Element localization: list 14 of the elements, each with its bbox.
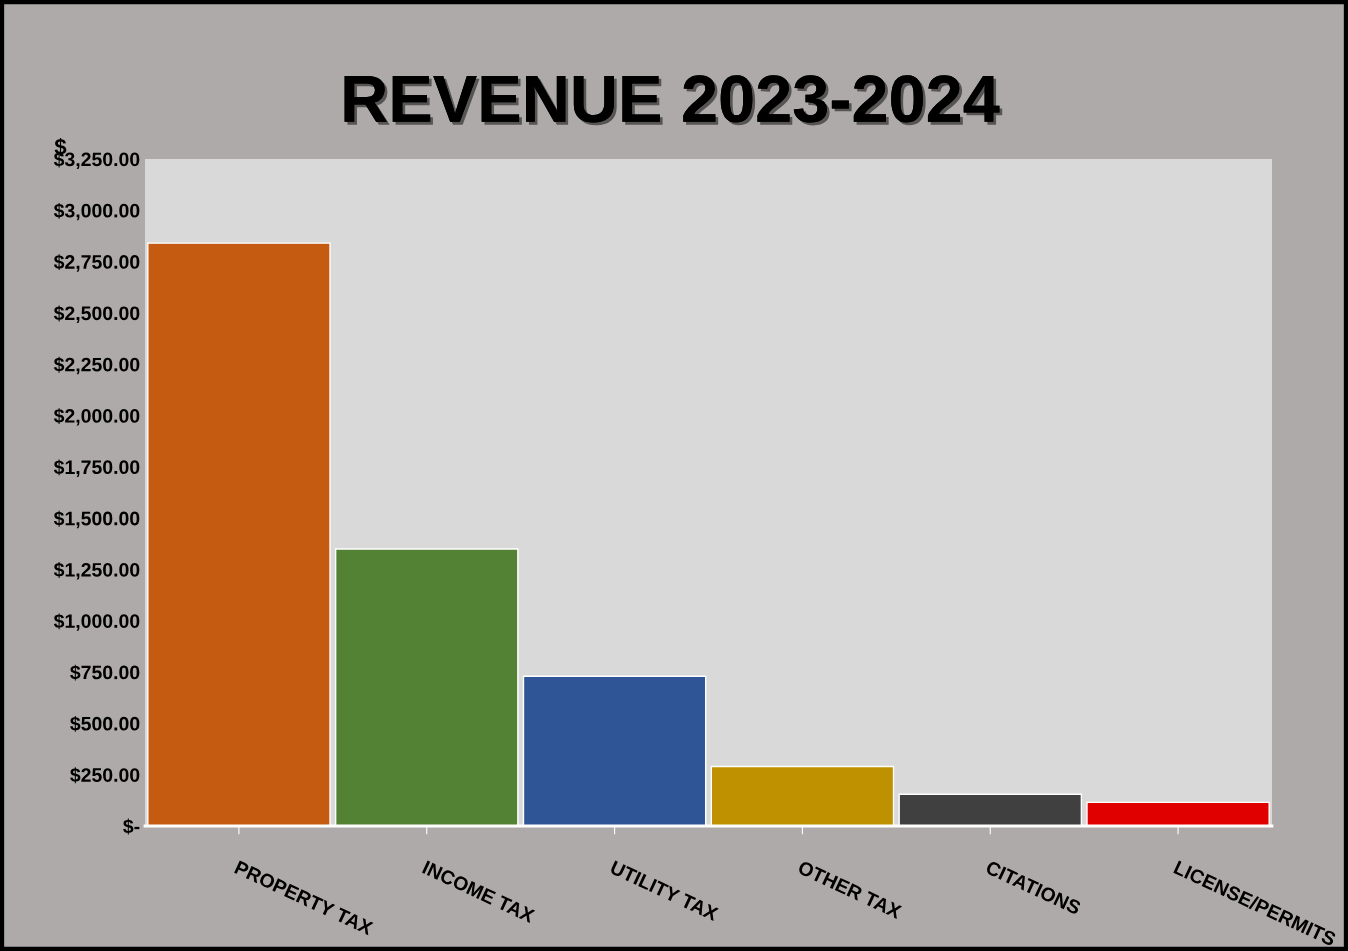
y-tick-label: $2,000.00 [53,408,140,426]
y-tick-label: $2,750.00 [53,254,140,272]
y-tick-label: $1,000.00 [53,613,140,631]
y-tick-label: $1,750.00 [53,459,140,477]
y-tick-label: $500.00 [70,716,140,732]
y-tick-label: $1,500.00 [53,510,140,529]
y-tick-label: $2,500.00 [53,305,140,323]
chart-title: REVENUE 2023-2024 [344,75,1003,126]
y-tick-label: $1,250.00 [53,562,140,580]
y-tick-label: $3,000.00 [53,202,140,221]
y-tick-label: $2,250.00 [53,356,140,375]
y-tick-label: $250.00 [70,767,140,784]
y-tick-label: $- [123,818,140,835]
y-tick-label: $750.00 [70,664,140,681]
